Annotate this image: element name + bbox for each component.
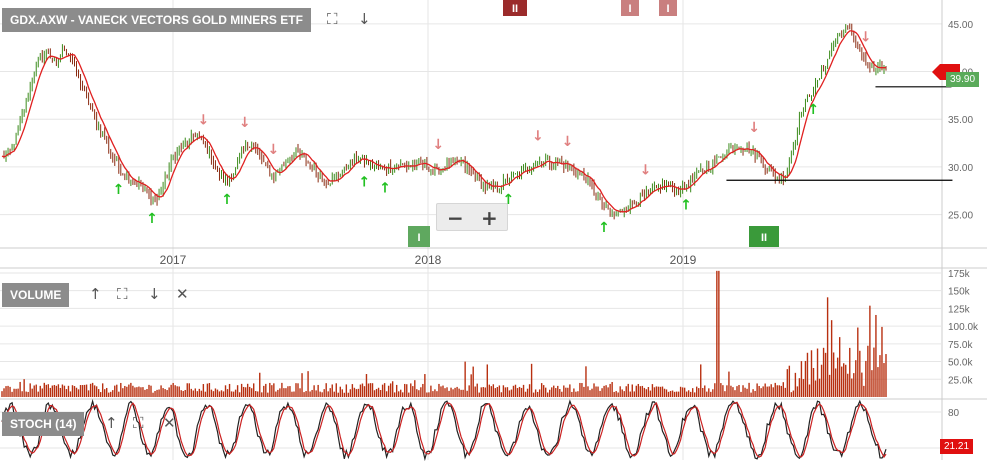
buy-signal-arrow: ↑ — [807, 102, 819, 118]
volume-tick-label: 75.0k — [948, 340, 973, 351]
event-badge-label: I — [628, 3, 631, 15]
sell-signal-arrow: ↓ — [532, 129, 544, 145]
stoch-pane-title[interactable]: STOCH (14) — [2, 412, 85, 436]
down-arrow-icon[interactable]: ↓ — [358, 10, 371, 28]
buy-signal-arrow: ↑ — [146, 211, 158, 227]
price-tick-label: 45.00 — [948, 20, 973, 31]
year-label: 2018 — [415, 253, 442, 267]
volume-tick-label: 50.0k — [948, 358, 973, 369]
sell-signal-arrow: ↓ — [562, 134, 574, 150]
event-badge — [621, 0, 639, 16]
year-label: 2017 — [160, 253, 187, 267]
sell-signal-arrow: ↓ — [239, 115, 251, 131]
zoom-out-button[interactable]: − — [447, 206, 464, 230]
event-badge-label: II — [761, 232, 767, 244]
event-badge — [503, 0, 527, 16]
sell-signal-arrow: ↓ — [748, 120, 760, 136]
down-arrow-icon[interactable]: ↓ — [148, 285, 161, 303]
sell-signal-arrow: ↓ — [640, 162, 652, 178]
price-tick-label: 35.00 — [948, 115, 973, 126]
event-badge — [659, 0, 677, 16]
event-badge-label: I — [417, 232, 420, 244]
buy-signal-arrow: ↑ — [379, 181, 391, 197]
volume-pane-title[interactable]: VOLUME — [2, 283, 70, 307]
volume-tick-label: 125k — [948, 304, 971, 315]
buy-signal-arrow: ↑ — [680, 198, 692, 214]
sell-signal-arrow: ↓ — [197, 112, 209, 128]
event-badge — [749, 226, 779, 247]
buy-signal-arrow: ↑ — [221, 192, 233, 208]
zoom-control: − + — [436, 203, 508, 231]
price-tick-label: 25.00 — [948, 211, 973, 222]
volume-tick-label: 175k — [948, 269, 971, 280]
stoch-k-line — [1, 398, 887, 462]
buy-signal-arrow: ↑ — [358, 174, 370, 190]
stoch-value-tag: 21.21 — [940, 439, 974, 454]
year-label: 2019 — [670, 253, 697, 267]
volume-tick-label: 150k — [948, 287, 971, 298]
buy-signal-arrow: ↑ — [113, 182, 125, 198]
sell-signal-arrow: ↓ — [860, 30, 872, 46]
buy-signal-arrow: ↑ — [598, 220, 610, 236]
fullscreen-icon[interactable]: ⛶ — [327, 10, 338, 28]
price-pane-title[interactable]: GDX.AXW - VANECK VECTORS GOLD MINERS ETF — [2, 8, 311, 32]
event-badge — [408, 226, 430, 247]
sell-signal-arrow: ↓ — [432, 137, 444, 153]
sell-signal-arrow: ↓ — [268, 142, 280, 158]
fullscreen-icon[interactable]: ⛶ — [117, 285, 128, 303]
up-arrow-icon[interactable]: ↑ — [89, 285, 102, 303]
stoch-tick-label: 80 — [948, 408, 960, 419]
moving-average-line — [1, 30, 887, 213]
event-badge-label: II — [512, 3, 518, 15]
volume-tick-label: 25.0k — [948, 375, 973, 386]
last-price-tag: 39.90 — [946, 72, 980, 87]
volume-tick-label: 100.0k — [948, 322, 979, 333]
close-icon[interactable]: ✕ — [163, 414, 176, 432]
close-icon[interactable]: ✕ — [176, 285, 189, 303]
stoch-d-line — [1, 401, 887, 459]
zoom-in-button[interactable]: + — [481, 206, 498, 230]
event-badge-label: I — [666, 3, 669, 15]
up-arrow-icon[interactable]: ↑ — [105, 414, 118, 432]
price-tick-label: 30.00 — [948, 163, 973, 174]
fullscreen-icon[interactable]: ⛶ — [133, 414, 144, 432]
buy-signal-arrow: ↑ — [502, 192, 514, 208]
